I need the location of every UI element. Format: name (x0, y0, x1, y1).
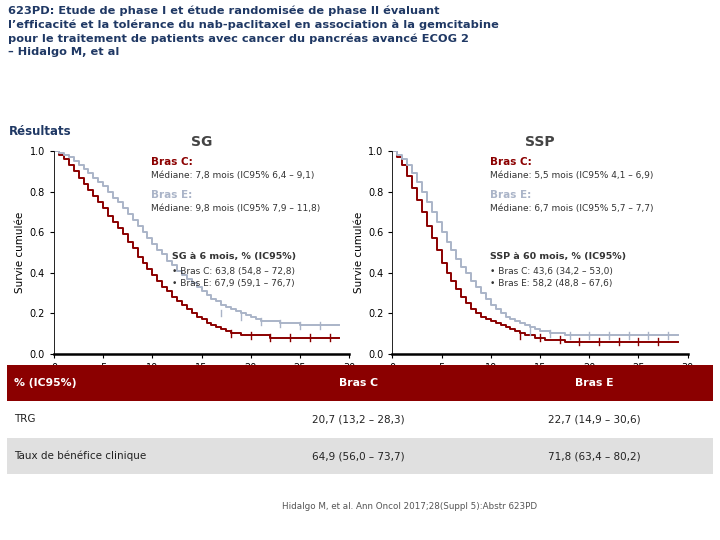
Y-axis label: Survie cumulée: Survie cumulée (15, 212, 25, 293)
Text: 22,7 (14,9 – 30,6): 22,7 (14,9 – 30,6) (549, 415, 641, 424)
Y-axis label: Survie cumulée: Survie cumulée (354, 212, 364, 293)
Bar (7, 364, 713, 401)
Text: Bras C:: Bras C: (151, 157, 193, 167)
X-axis label: Mois: Mois (528, 375, 552, 386)
Text: Bras E:: Bras E: (490, 190, 531, 200)
X-axis label: Mois: Mois (190, 375, 213, 386)
Title: SG: SG (191, 134, 212, 149)
Text: SG à 6 mois, % (IC95%): SG à 6 mois, % (IC95%) (172, 252, 296, 261)
Text: • Bras C: 63,8 (54,8 – 72,8): • Bras C: 63,8 (54,8 – 72,8) (172, 267, 295, 275)
Text: Médiane: 7,8 mois (IC95% 6,4 – 9,1): Médiane: 7,8 mois (IC95% 6,4 – 9,1) (151, 172, 315, 180)
Title: SSP: SSP (525, 134, 555, 149)
Text: • Bras C: 43,6 (34,2 – 53,0): • Bras C: 43,6 (34,2 – 53,0) (490, 267, 613, 275)
Text: SSP à 60 mois, % (IC95%): SSP à 60 mois, % (IC95%) (490, 252, 626, 261)
Text: 623PD: Etude de phase I et étude randomisée de phase II évaluant
l’efficacité et: 623PD: Etude de phase I et étude randomi… (9, 6, 499, 57)
Text: Médiane: 5,5 mois (IC95% 4,1 – 6,9): Médiane: 5,5 mois (IC95% 4,1 – 6,9) (490, 172, 653, 180)
Text: Bras E:: Bras E: (151, 190, 193, 200)
Bar (7, 438, 713, 475)
Text: 64,9 (56,0 – 73,7): 64,9 (56,0 – 73,7) (312, 451, 405, 461)
Text: • Bras E: 58,2 (48,8 – 67,6): • Bras E: 58,2 (48,8 – 67,6) (490, 279, 612, 288)
Text: 20,7 (13,2 – 28,3): 20,7 (13,2 – 28,3) (312, 415, 405, 424)
Text: Taux de bénéfice clinique: Taux de bénéfice clinique (14, 451, 146, 461)
Text: % (IC95%): % (IC95%) (14, 378, 77, 388)
Text: Hidalgo M, et al. Ann Oncol 2017;28(Suppl 5):Abstr 623PD: Hidalgo M, et al. Ann Oncol 2017;28(Supp… (282, 502, 537, 511)
Text: Bras C:: Bras C: (490, 157, 531, 167)
Text: Bras C: Bras C (338, 378, 378, 388)
Text: Médiane: 9,8 mois (IC95% 7,9 – 11,8): Médiane: 9,8 mois (IC95% 7,9 – 11,8) (151, 204, 320, 213)
Bar (7, 401, 713, 438)
Text: TRG: TRG (14, 415, 36, 424)
Text: • Bras E: 67,9 (59,1 – 76,7): • Bras E: 67,9 (59,1 – 76,7) (172, 279, 294, 288)
Text: 71,8 (63,4 – 80,2): 71,8 (63,4 – 80,2) (549, 451, 641, 461)
Text: Médiane: 6,7 mois (IC95% 5,7 – 7,7): Médiane: 6,7 mois (IC95% 5,7 – 7,7) (490, 204, 653, 213)
Text: Bras E: Bras E (575, 378, 614, 388)
Text: Résultats: Résultats (9, 125, 71, 138)
